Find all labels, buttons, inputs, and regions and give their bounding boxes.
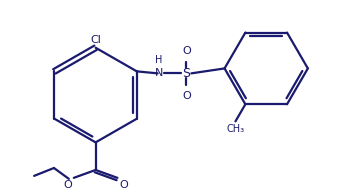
Text: S: S <box>182 67 191 80</box>
Text: O: O <box>182 91 191 101</box>
Text: O: O <box>63 180 72 190</box>
Text: N: N <box>155 68 163 78</box>
Text: O: O <box>182 46 191 56</box>
Text: H: H <box>155 55 162 65</box>
Text: O: O <box>119 180 128 190</box>
Text: CH₃: CH₃ <box>226 124 244 134</box>
Text: Cl: Cl <box>90 35 101 45</box>
